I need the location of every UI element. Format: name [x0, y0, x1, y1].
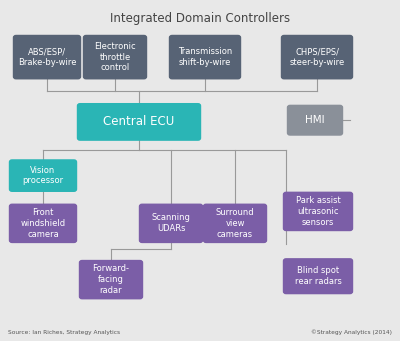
Text: Blind spot
rear radars: Blind spot rear radars: [294, 266, 342, 286]
FancyBboxPatch shape: [283, 192, 353, 231]
Text: CHPS/EPS/
steer-by-wire: CHPS/EPS/ steer-by-wire: [289, 47, 345, 67]
FancyBboxPatch shape: [139, 204, 203, 243]
Text: Integrated Domain Controllers: Integrated Domain Controllers: [110, 12, 290, 25]
Text: Electronic
throttle
control: Electronic throttle control: [94, 42, 136, 72]
FancyBboxPatch shape: [169, 35, 241, 79]
Text: Surround
view
cameras: Surround view cameras: [216, 208, 254, 239]
FancyBboxPatch shape: [79, 260, 143, 299]
Text: ©Strategy Analytics (2014): ©Strategy Analytics (2014): [311, 329, 392, 335]
Text: Source: Ian Riches, Strategy Analytics: Source: Ian Riches, Strategy Analytics: [8, 330, 120, 335]
Text: HMI: HMI: [305, 115, 325, 125]
Text: Forward-
facing
radar: Forward- facing radar: [92, 264, 130, 295]
Text: Park assist
ultrasonic
sensors: Park assist ultrasonic sensors: [296, 196, 340, 227]
FancyBboxPatch shape: [281, 35, 353, 79]
FancyBboxPatch shape: [83, 35, 147, 79]
FancyBboxPatch shape: [283, 258, 353, 294]
FancyBboxPatch shape: [287, 105, 343, 136]
FancyBboxPatch shape: [9, 204, 77, 243]
FancyBboxPatch shape: [203, 204, 267, 243]
FancyBboxPatch shape: [9, 159, 77, 192]
Text: Central ECU: Central ECU: [103, 115, 175, 129]
Text: Vision
processor: Vision processor: [22, 166, 64, 186]
Text: Front
windshield
camera: Front windshield camera: [20, 208, 66, 239]
Text: Transmission
shift-by-wire: Transmission shift-by-wire: [178, 47, 232, 67]
FancyBboxPatch shape: [77, 103, 201, 141]
FancyBboxPatch shape: [13, 35, 81, 79]
Text: Scanning
UDARs: Scanning UDARs: [152, 213, 190, 233]
Text: ABS/ESP/
Brake-by-wire: ABS/ESP/ Brake-by-wire: [18, 47, 76, 67]
